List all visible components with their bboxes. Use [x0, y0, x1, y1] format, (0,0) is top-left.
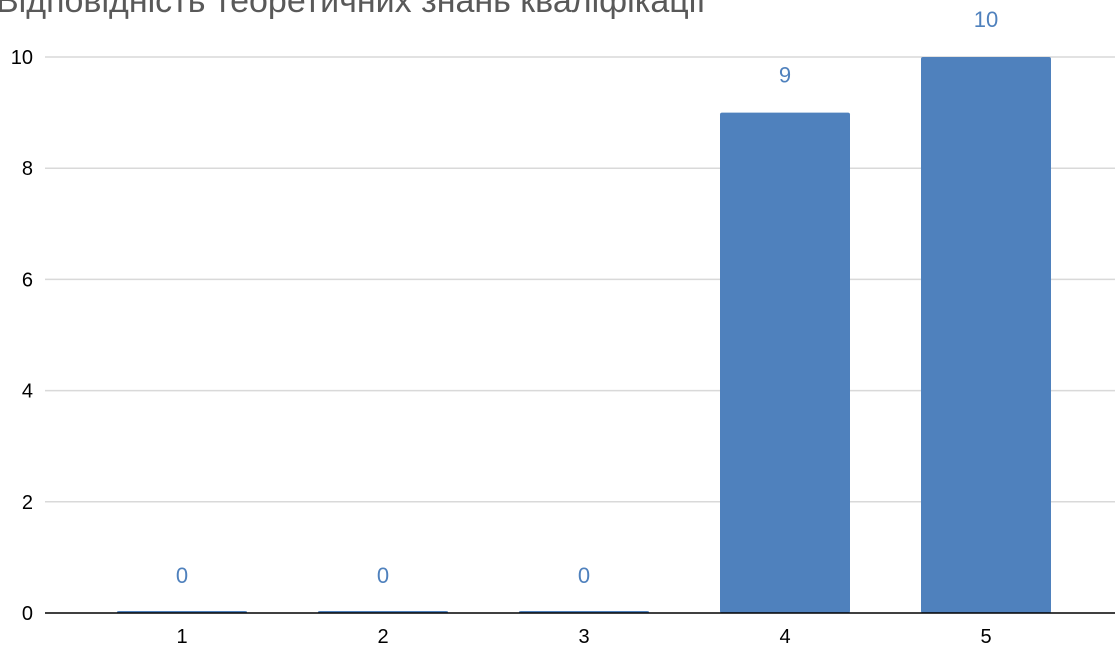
y-tick-label: 4 — [22, 381, 33, 403]
y-axis-tick-labels: 0 2 4 6 8 10 — [11, 47, 33, 625]
data-labels: 0 0 0 9 10 — [176, 7, 998, 588]
y-tick-label: 10 — [11, 47, 33, 69]
x-axis-tick-labels: 1 2 3 4 5 — [176, 626, 991, 648]
y-tick-label: 2 — [22, 492, 33, 514]
bar-5 — [921, 57, 1051, 613]
y-tick-label: 8 — [22, 158, 33, 180]
x-tick-label: 5 — [980, 626, 991, 648]
y-tick-label: 0 — [22, 603, 33, 625]
x-tick-label: 4 — [779, 626, 790, 648]
bars — [117, 57, 1051, 613]
bar-4 — [720, 112, 850, 613]
data-label: 10 — [974, 7, 998, 32]
x-tick-label: 3 — [578, 626, 589, 648]
data-label: 0 — [578, 563, 590, 588]
chart-title: Відповідність теоретичних знань кваліфік… — [0, 0, 706, 20]
data-label: 0 — [176, 563, 188, 588]
x-tick-label: 2 — [377, 626, 388, 648]
data-label: 9 — [779, 63, 791, 88]
data-label: 0 — [377, 563, 389, 588]
y-tick-label: 6 — [22, 269, 33, 291]
x-tick-label: 1 — [176, 626, 187, 648]
